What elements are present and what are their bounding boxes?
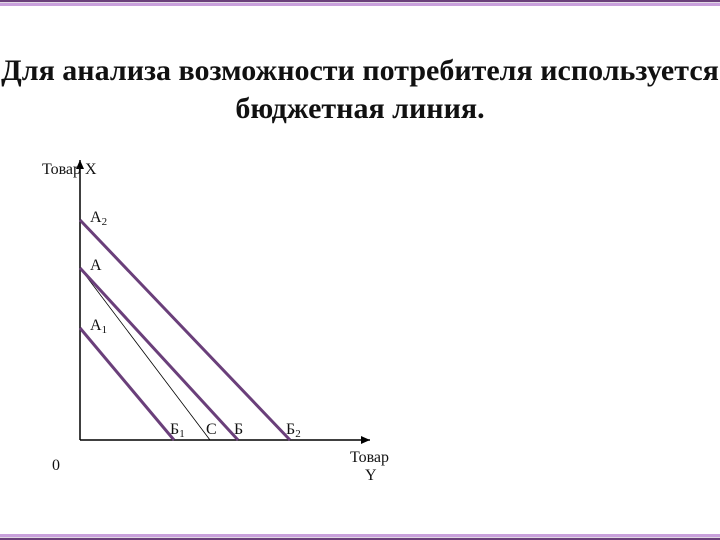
budget-line: [80, 268, 210, 440]
x-axis-label: Товар: [350, 449, 389, 466]
decorative-border-top: [0, 0, 720, 6]
decorative-border-bottom: [0, 534, 720, 540]
y-tick-label: А2: [90, 209, 107, 228]
x-tick-label: Б2: [286, 421, 301, 440]
budget-line-chart: А2 А А1 Б1 СБ Б2 Товар Х ТоварY 0: [40, 160, 440, 500]
x-axis-label: Y: [365, 467, 377, 484]
y-tick-label: А: [90, 257, 102, 274]
x-tick-label: Б1: [170, 421, 185, 440]
y-tick-label: А1: [90, 317, 107, 336]
y-axis-label: Товар Х: [42, 161, 97, 178]
slide: Для анализа возможности потребителя испо…: [0, 0, 720, 540]
slide-title: Для анализа возможности потребителя испо…: [0, 52, 720, 127]
budget-line: [80, 328, 174, 440]
x-tick-label: Б: [234, 421, 243, 438]
chart-svg: А2 А А1 Б1 СБ Б2 Товар Х ТоварY 0: [40, 160, 440, 500]
x-tick-label: С: [206, 421, 217, 438]
origin-label: 0: [52, 457, 60, 474]
